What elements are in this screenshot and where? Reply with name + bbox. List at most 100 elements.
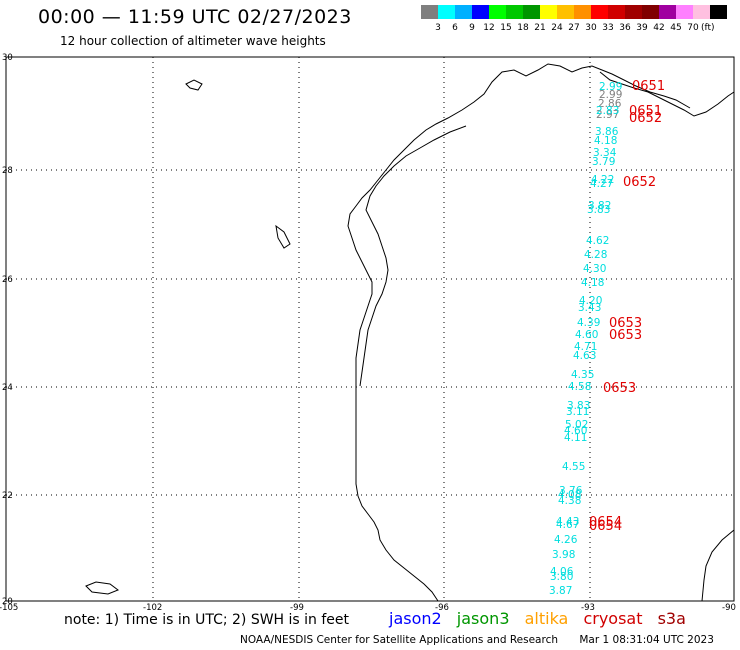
time-label: 0654 — [589, 519, 622, 534]
colorbar-tick-label: 36 — [619, 23, 631, 33]
observation-value: 4.67 — [556, 519, 579, 531]
observation-value: 4.60 — [575, 329, 598, 341]
axis-labels: 30 28 26 24 22 20 -105 -102 -99 -96 -93 … — [0, 53, 736, 613]
map-subtitle: 12 hour collection of altimeter wave hei… — [60, 34, 326, 48]
colorbar-tick-label: 33 — [602, 23, 613, 33]
observation-value: 3.11 — [566, 406, 589, 418]
time-labels: 0651 0651 0652 0652 0653 0653 0653 0654 … — [589, 79, 665, 534]
barrier-island — [359, 125, 467, 387]
time-label: 0652 — [623, 175, 656, 190]
observation-value: 3.87 — [549, 585, 572, 597]
colorbar-unit: (ft) — [701, 23, 715, 33]
observation-value: 4.71 — [574, 341, 597, 353]
island-3 — [85, 581, 120, 595]
observation-value: 2.99 — [599, 81, 622, 93]
colorbar-tick-label: 18 — [517, 23, 529, 33]
colorbar-swatch — [608, 5, 625, 19]
colorbar-swatch — [540, 5, 557, 19]
observation-value: 2.83 — [596, 105, 619, 117]
colorbar-tick-label: 9 — [469, 23, 475, 33]
colorbar-tick-label: 6 — [452, 23, 458, 33]
satellite-name-s3a: s3a — [657, 609, 686, 628]
observation-value: 4.18 — [581, 277, 604, 289]
observation-value: 3.79 — [592, 156, 615, 168]
satellite-name-cryosat: cryosat — [583, 609, 643, 628]
observation-value: 3.83 — [567, 400, 590, 412]
colorbar-swatch — [557, 5, 574, 19]
colorbar-swatch — [625, 5, 642, 19]
time-label: 0653 — [609, 316, 642, 331]
colorbar-swatch — [676, 5, 693, 19]
map-frame — [5, 56, 735, 602]
colorbar-swatch — [472, 5, 489, 19]
colorbar-swatch — [693, 5, 710, 19]
colorbar-tick-label: 24 — [551, 23, 563, 33]
observation-value: 3.86 — [595, 126, 619, 138]
observation-value: 4.60 — [564, 425, 587, 437]
colorbar-tick-label: 3 — [435, 23, 441, 33]
colorbar-swatch — [506, 5, 523, 19]
lat-label: 20 — [2, 597, 13, 607]
observation-values: 2.99 2.86 2.97 2.99 2.83 3.86 4.18 3.34 … — [549, 81, 622, 597]
observation-value: 2.86 — [598, 98, 622, 110]
map-title: 00:00 — 11:59 UTC 02/27/2023 — [38, 6, 352, 28]
observation-value: 4.62 — [586, 235, 609, 247]
observation-value: 4.22 — [591, 174, 614, 186]
lon-label: -93 — [581, 603, 595, 613]
satellite-name-jason2: jason2 — [389, 609, 442, 628]
observation-value: 4.63 — [573, 350, 596, 362]
footer-credit: NOAA/NESDIS Center for Satellite Applica… — [240, 634, 558, 646]
colorbar-tick-label: 42 — [653, 23, 664, 33]
time-label: 0654 — [589, 515, 622, 530]
observation-value: 3.83 — [587, 204, 610, 216]
observation-value: 3.76 — [559, 485, 583, 497]
observation-value: 4.55 — [562, 461, 585, 473]
observation-value: 3.34 — [593, 147, 617, 159]
observation-value: 3.82 — [588, 200, 611, 212]
observation-value: 4.06 — [550, 566, 574, 578]
colorbar-legend: 3 6 9 12 15 18 21 24 27 30 33 36 39 42 45 70 (ft) — [421, 5, 727, 33]
colorbar-tick-label: 39 — [636, 23, 648, 33]
observation-value: 4.27 — [590, 178, 613, 190]
colorbar-swatch — [659, 5, 676, 19]
satellite-name-jason3: jason3 — [456, 609, 510, 628]
colorbar-swatch — [591, 5, 608, 19]
lon-label: -105 — [0, 603, 18, 613]
colorbar-tick-label: 21 — [534, 23, 545, 33]
coastline — [85, 63, 735, 602]
units-note: note: 1) Time is in UTC; 2) SWH is in fe… — [64, 612, 350, 628]
time-label: 0651 — [632, 79, 665, 94]
observation-value: 4.11 — [564, 432, 587, 444]
colorbar-tick-label: 27 — [568, 23, 579, 33]
lat-label: 30 — [2, 53, 13, 63]
time-label: 0653 — [609, 328, 642, 343]
observation-value: 4.38 — [558, 495, 581, 507]
lat-label: 28 — [2, 166, 13, 176]
time-label: 0653 — [603, 381, 636, 396]
satellite-name-altika: altika — [524, 609, 569, 628]
observation-value: 4.28 — [584, 249, 607, 261]
observation-value: 4.26 — [554, 534, 578, 546]
observation-value: 4.18 — [594, 135, 617, 147]
observation-value: 2.99 — [599, 89, 622, 101]
colorbar-tick-label: 45 — [670, 23, 681, 33]
colorbar-tick-label: 70 — [687, 23, 699, 33]
colorbar-swatch — [523, 5, 540, 19]
colorbar-swatch — [642, 5, 659, 19]
mexico-coast-east — [701, 529, 735, 602]
colorbar-swatch — [455, 5, 472, 19]
observation-value: 2.97 — [596, 109, 619, 121]
colorbar-tick-label: 30 — [585, 23, 597, 33]
colorbar-tick-label: 15 — [500, 23, 511, 33]
lon-label: -90 — [722, 603, 736, 613]
colorbar-tick-label: 12 — [483, 23, 494, 33]
observation-value: 4.35 — [571, 369, 594, 381]
footer: NOAA/NESDIS Center for Satellite Applica… — [240, 634, 714, 646]
lat-label: 24 — [2, 383, 13, 393]
observation-value: 4.58 — [568, 381, 591, 393]
lon-label: -99 — [290, 603, 304, 613]
lon-label: -102 — [143, 603, 162, 613]
texas-coastline — [347, 63, 691, 602]
observation-value: 5.02 — [565, 419, 588, 431]
